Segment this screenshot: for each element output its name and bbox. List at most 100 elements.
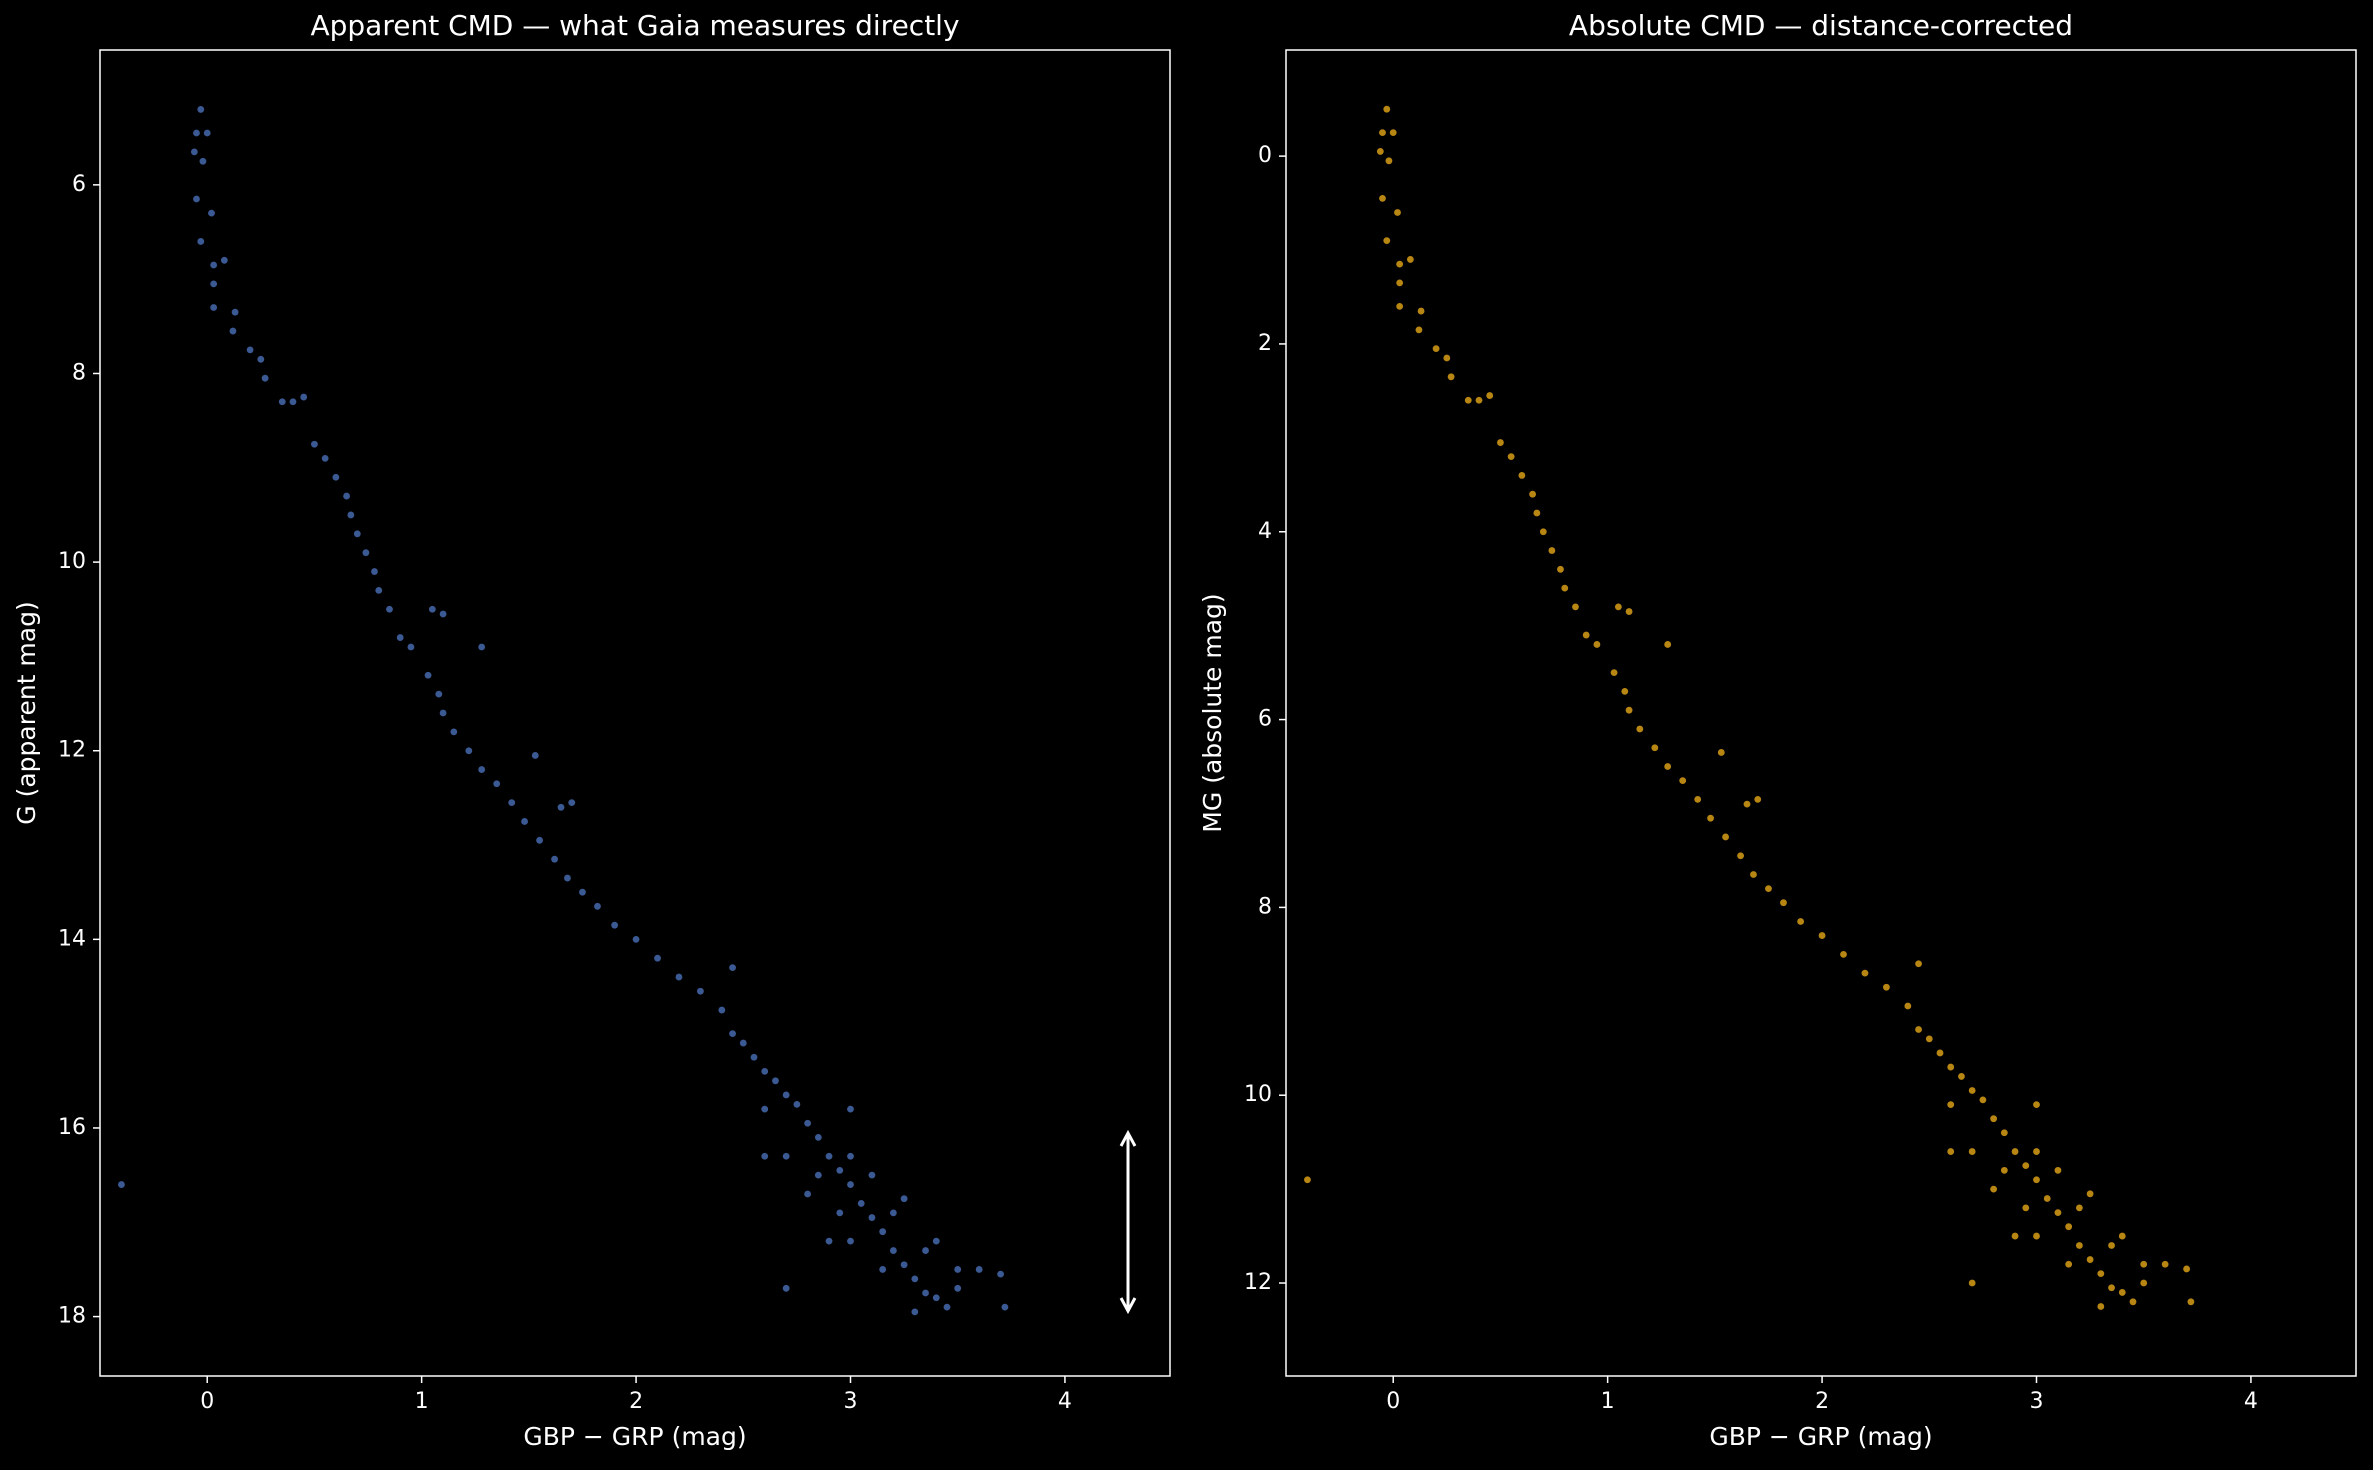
data-point — [857, 1200, 865, 1207]
data-point — [1915, 1026, 1922, 1033]
data-point — [2140, 1279, 2148, 1287]
x-tick-label: 3 — [2030, 1389, 2044, 1414]
data-point — [1406, 256, 1414, 263]
arrow-head — [1119, 1297, 1137, 1315]
data-point — [1533, 509, 1541, 517]
data-point — [353, 530, 361, 538]
data-point — [428, 605, 436, 613]
data-point — [1518, 472, 1526, 479]
data-point — [868, 1171, 876, 1179]
data-point — [1780, 899, 1787, 907]
data-point — [889, 1247, 897, 1254]
data-point — [1990, 1115, 1998, 1123]
data-point — [1304, 1176, 1311, 1184]
data-point — [311, 440, 318, 448]
data-point — [568, 799, 576, 806]
data-point — [1557, 565, 1564, 573]
data-point — [2000, 1129, 2008, 1137]
data-point — [900, 1195, 908, 1203]
data-point — [1548, 547, 1556, 554]
data-point — [1610, 669, 1618, 677]
data-point — [197, 238, 205, 245]
data-point — [814, 1171, 822, 1179]
data-point — [508, 799, 516, 806]
data-point — [1464, 396, 1472, 404]
data-point — [793, 1100, 801, 1108]
data-point — [2033, 1101, 2040, 1109]
data-point — [1754, 795, 1762, 803]
data-point — [2033, 1176, 2040, 1184]
data-point — [193, 195, 200, 203]
data-point — [1394, 209, 1401, 216]
x-tick-label: 2 — [1815, 1389, 1829, 1414]
data-point — [210, 261, 218, 269]
data-point — [1447, 373, 1455, 381]
data-point — [1968, 1279, 1976, 1287]
data-point — [1904, 1002, 1912, 1010]
data-point — [2033, 1148, 2040, 1155]
data-point — [932, 1294, 940, 1302]
x-axis-label: GBP − GRP (mag) — [1709, 1422, 1932, 1451]
data-point — [343, 492, 350, 500]
y-tick-label: 18 — [58, 1304, 86, 1329]
data-point — [531, 752, 539, 759]
data-point — [836, 1209, 844, 1217]
data-point — [1396, 302, 1404, 310]
data-point — [1968, 1087, 1976, 1094]
data-point — [889, 1209, 897, 1217]
x-axis-label: GBP − GRP (mag) — [523, 1422, 746, 1451]
data-point — [847, 1152, 854, 1160]
data-point — [847, 1237, 854, 1245]
data-point — [654, 954, 661, 962]
x-tick-label: 4 — [2244, 1389, 2258, 1414]
y-tick-label: 10 — [1244, 1082, 1272, 1107]
data-point — [1694, 795, 1702, 803]
data-point — [551, 855, 558, 863]
data-point — [362, 549, 370, 557]
data-point — [632, 935, 640, 943]
data-point — [424, 671, 432, 679]
data-point — [1614, 603, 1622, 611]
data-point — [782, 1091, 790, 1099]
data-point — [975, 1266, 983, 1273]
data-point — [208, 209, 215, 217]
data-point — [782, 1152, 790, 1160]
data-point — [229, 327, 237, 335]
data-point — [750, 1053, 758, 1061]
data-point — [220, 256, 228, 264]
data-point — [493, 780, 501, 788]
data-point — [2140, 1260, 2148, 1268]
data-point — [1636, 725, 1644, 733]
data-point — [2108, 1284, 2115, 1292]
data-point — [396, 634, 404, 641]
data-point — [954, 1266, 962, 1273]
data-point — [594, 902, 601, 910]
data-point — [199, 157, 207, 165]
data-point — [1001, 1303, 1009, 1311]
data-point — [2075, 1242, 2083, 1249]
data-point — [2033, 1232, 2040, 1240]
data-point — [1947, 1101, 1955, 1109]
data-point — [407, 643, 415, 651]
data-point — [804, 1119, 812, 1127]
data-point — [761, 1152, 769, 1160]
data-point — [772, 1077, 779, 1085]
data-point — [321, 454, 329, 462]
data-point — [536, 836, 543, 844]
data-point — [922, 1247, 929, 1254]
data-point — [847, 1105, 854, 1113]
y-tick-label: 8 — [1258, 894, 1272, 919]
data-point — [1936, 1049, 1944, 1057]
x-tick-label: 3 — [844, 1389, 858, 1414]
data-point — [2075, 1204, 2083, 1212]
data-point — [557, 803, 565, 811]
data-point — [879, 1266, 887, 1273]
data-point — [2108, 1242, 2115, 1249]
data-point — [118, 1181, 125, 1188]
data-point — [1625, 706, 1633, 714]
data-point — [2065, 1260, 2073, 1268]
data-point — [261, 374, 269, 382]
data-point — [1664, 763, 1672, 770]
